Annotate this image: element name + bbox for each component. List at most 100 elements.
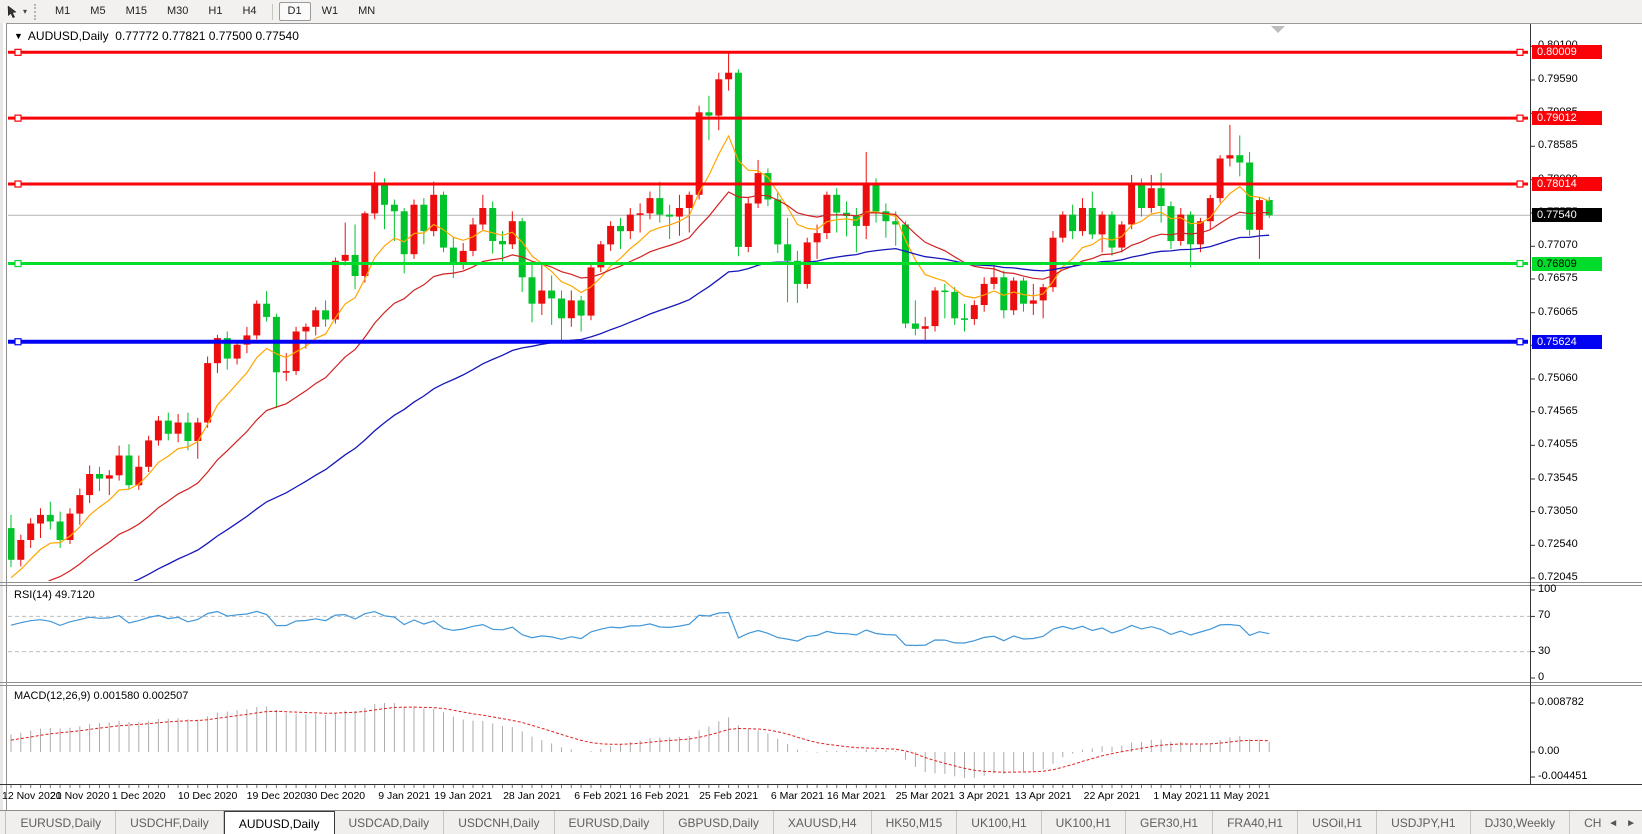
date-tick-label: 25 Mar 2021	[895, 790, 955, 802]
tab-scroll-left-icon[interactable]: ◄	[1608, 817, 1619, 829]
timeframe-button-m5[interactable]: M5	[90, 5, 106, 17]
sr-line-handle[interactable]	[14, 48, 22, 56]
date-tick-label: 6 Mar 2021	[770, 790, 824, 802]
cursor-tool-button[interactable]: ▾	[3, 2, 30, 21]
price-tick-label: 0.72045	[1538, 570, 1578, 583]
ma-slow-line	[133, 234, 1270, 581]
sr-line-handle[interactable]	[14, 180, 22, 188]
sr-line-handle[interactable]	[1516, 259, 1524, 268]
chart-tab-china300-h1[interactable]: CHINA300,H1	[1570, 811, 1602, 834]
macd-histogram	[10, 703, 1270, 778]
timeframe-button-h1[interactable]: H1	[208, 5, 223, 17]
chart-tab-usdcad-daily[interactable]: USDCAD,Daily	[335, 811, 445, 834]
chart-tab-uk100-h1[interactable]: UK100,H1	[957, 811, 1042, 834]
tab-scroll-arrows: ◄ ►	[1602, 811, 1642, 834]
high-value: 0.77821	[162, 29, 206, 43]
price-tick-label: 0.78585	[1538, 139, 1578, 152]
chart-ohlc-header: ▼ AUDUSD,Daily 0.77772 0.77821 0.77500 0.…	[14, 29, 299, 43]
chart-tab-audusd-daily[interactable]: AUDUSD,Daily	[223, 811, 335, 834]
chart-tab-bar: EURUSD,Daily USDCHF,Daily AUDUSD,Daily USDC…	[0, 810, 1642, 834]
chart-tab-usdjpy-h1[interactable]: USDJPY,H1	[1377, 811, 1471, 834]
chart-tab-dj30-weekly[interactable]: DJ30,Weekly	[1471, 811, 1571, 834]
low-value: 0.77500	[208, 29, 253, 43]
collapse-triangle-icon[interactable]: ▼	[14, 31, 23, 41]
date-tick-label: 13 Apr 2021	[1014, 790, 1072, 802]
timeframe-button-w1[interactable]: W1	[321, 5, 339, 17]
rsi-current-value: 49.7120	[54, 589, 95, 601]
chevron-down-icon: ▾	[23, 7, 28, 16]
macd-tick-label: 0.008782	[1538, 696, 1584, 708]
macd-indicator-label: MACD(12,26,9) 0.001580 0.002507	[14, 690, 188, 702]
timeframe-button-h4[interactable]: H4	[242, 5, 257, 17]
rsi-tick-label: 0	[1538, 671, 1545, 683]
price-line-badge: 0.79012	[1532, 111, 1602, 126]
rsi-tick-label: 100	[1538, 583, 1557, 595]
chart-tab-eurusd-daily[interactable]: EURUSD,Daily	[6, 811, 117, 834]
timeframe-button-mn[interactable]: MN	[358, 5, 376, 17]
macd-name: MACD(12,26,9)	[14, 690, 91, 702]
rsi-tick-label: 30	[1538, 644, 1551, 657]
timeframe-button-d1[interactable]: D1	[278, 2, 311, 21]
sr-line-handle[interactable]	[14, 338, 22, 346]
macd-signal-line	[10, 706, 1270, 773]
timeframe-button-m1[interactable]: M1	[55, 5, 71, 17]
ma-fast-line	[10, 134, 1270, 579]
symbol-period-label: AUDUSD,Daily	[27, 29, 109, 43]
macd-tick-label: -0.004451	[1538, 770, 1588, 782]
open-value: 0.77772	[115, 29, 159, 43]
timeframe-buttons: M1 M5 M15 M30 H1 H4 D1 W1 MN	[45, 0, 385, 23]
chart-tab-uk100-h1[interactable]: UK100,H1	[1042, 811, 1127, 834]
macd-tick-label: 0.00	[1538, 745, 1560, 757]
price-tick-label: 0.76575	[1538, 271, 1578, 284]
date-tick-label: 19 Jan 2021	[434, 790, 493, 802]
price-tick-label: 0.76065	[1538, 305, 1578, 318]
price-line-badge: 0.76809	[1532, 256, 1602, 271]
timeframe-button-m15[interactable]: M15	[125, 5, 147, 17]
chart-tabs: EURUSD,Daily USDCHF,Daily AUDUSD,Daily USDC…	[6, 811, 1602, 834]
price-tick-label: 0.72540	[1538, 538, 1578, 551]
chart-window	[0, 23, 1642, 811]
chart-tab-eurusd-daily[interactable]: EURUSD,Daily	[555, 811, 665, 834]
date-tick-label: 25 Feb 2021	[699, 790, 759, 802]
sr-line-handle[interactable]	[1516, 114, 1524, 122]
sr-line-handle[interactable]	[1516, 48, 1524, 56]
toolbar-separator	[271, 3, 273, 20]
date-tick-label: 3 Apr 2021	[958, 790, 1010, 802]
date-tick-label: 16 Feb 2021	[630, 790, 690, 802]
chart-shift-marker-icon[interactable]	[1271, 26, 1285, 33]
tab-scroll-right-icon[interactable]: ►	[1626, 817, 1636, 829]
chart-tab-gbpusd-daily[interactable]: GBPUSD,Daily	[664, 811, 774, 834]
date-tick-label: 6 Feb 2021	[574, 790, 628, 802]
sr-line-handle[interactable]	[1516, 338, 1524, 346]
date-tick-label: 30 Dec 2020	[305, 790, 366, 802]
sr-line-handle[interactable]	[14, 259, 22, 268]
sr-line-handle[interactable]	[1516, 180, 1524, 188]
chart-tab-xauusd-h4[interactable]: XAUUSD,H4	[774, 811, 872, 834]
tab-bar-edge	[0, 811, 7, 834]
price-line-badge: 0.80009	[1532, 45, 1602, 60]
chart-tab-hk50-m15[interactable]: HK50,M15	[872, 811, 958, 834]
date-tick-label: 1 May 2021	[1153, 790, 1209, 802]
price-tick-label: 0.79590	[1538, 73, 1578, 85]
candles-layer	[8, 52, 1273, 568]
timeframe-button-m30[interactable]: M30	[166, 5, 189, 17]
sr-line-handle[interactable]	[14, 114, 22, 122]
chart-tab-usoil-h1[interactable]: USOil,H1	[1298, 811, 1378, 834]
date-tick-label: 28 Jan 2021	[503, 790, 561, 802]
date-tick-label: 11 May 2021	[1209, 790, 1270, 802]
chart-tab-usdcnh-daily[interactable]: USDCNH,Daily	[444, 811, 555, 834]
chart-tab-usdchf-daily[interactable]: USDCHF,Daily	[116, 811, 224, 834]
date-tick-label: 21 Nov 2020	[50, 790, 110, 802]
price-line-badge: 0.77540	[1532, 208, 1602, 223]
macd-main-value: 0.001580	[93, 690, 140, 702]
date-tick-label: 19 Dec 2020	[246, 790, 307, 802]
toolbar-grip	[34, 3, 41, 20]
close-value: 0.77540	[255, 29, 299, 43]
price-tick-label: 0.74055	[1538, 438, 1578, 451]
chart-canvas[interactable]	[0, 23, 1642, 810]
chart-tab-ger30-h1[interactable]: GER30,H1	[1126, 811, 1214, 834]
date-tick-label: 12 Nov 2020	[2, 790, 62, 802]
date-tick-label: 9 Jan 2021	[378, 790, 431, 802]
ma-mid-line	[47, 191, 1270, 581]
chart-tab-fra40-h1[interactable]: FRA40,H1	[1213, 811, 1299, 834]
